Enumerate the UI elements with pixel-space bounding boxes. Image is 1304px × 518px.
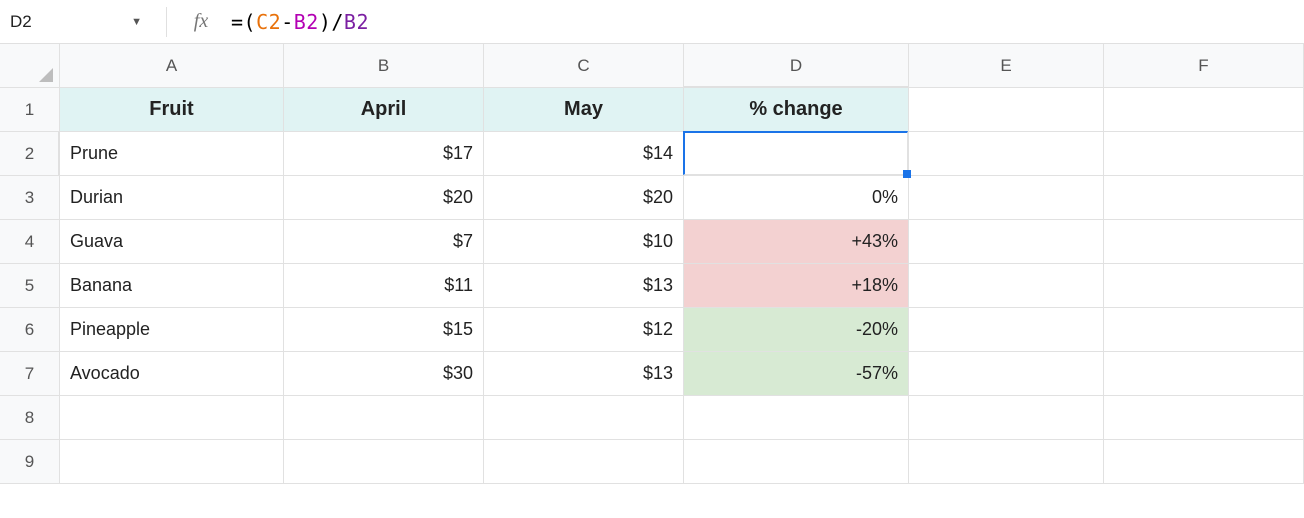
cell-F1[interactable] xyxy=(1104,88,1304,132)
col-header-F[interactable]: F xyxy=(1104,44,1304,88)
formula-token: = xyxy=(231,10,244,34)
cell-F6[interactable] xyxy=(1104,308,1304,352)
row-header[interactable]: 9 xyxy=(0,440,60,484)
dropdown-icon[interactable]: ▼ xyxy=(131,16,142,28)
cell-C2[interactable]: $14 xyxy=(484,132,684,176)
cell-C3[interactable]: $20 xyxy=(484,176,684,220)
cell-B6[interactable]: $15 xyxy=(284,308,484,352)
formula-token: ) xyxy=(319,10,332,34)
row-header[interactable]: 6 xyxy=(0,308,60,352)
col-header-A[interactable]: A xyxy=(60,44,284,88)
cell-E4[interactable] xyxy=(909,220,1104,264)
cell-E1[interactable] xyxy=(909,88,1104,132)
cell-A8[interactable] xyxy=(60,396,284,440)
cell-C5[interactable]: $13 xyxy=(484,264,684,308)
cell-A2[interactable]: Prune xyxy=(60,132,284,176)
formula-token: ( xyxy=(244,10,257,34)
cell-D2[interactable]: -18% xyxy=(684,132,909,176)
cell-E8[interactable] xyxy=(909,396,1104,440)
cell-E9[interactable] xyxy=(909,440,1104,484)
cell-D8[interactable] xyxy=(684,396,909,440)
row-header[interactable]: 2 xyxy=(0,132,60,176)
divider xyxy=(166,7,167,37)
cell-B9[interactable] xyxy=(284,440,484,484)
cell-A5[interactable]: Banana xyxy=(60,264,284,308)
cell-A7[interactable]: Avocado xyxy=(60,352,284,396)
cell-D9[interactable] xyxy=(684,440,909,484)
cell-C9[interactable] xyxy=(484,440,684,484)
formula-token: / xyxy=(331,10,344,34)
cell-A4[interactable]: Guava xyxy=(60,220,284,264)
cell-F5[interactable] xyxy=(1104,264,1304,308)
cell-A3[interactable]: Durian xyxy=(60,176,284,220)
header-april[interactable]: April xyxy=(284,88,484,132)
row-header[interactable]: 3 xyxy=(0,176,60,220)
row-header[interactable]: 7 xyxy=(0,352,60,396)
cell-D4[interactable]: +43% xyxy=(684,220,909,264)
cell-D6[interactable]: -20% xyxy=(684,308,909,352)
cell-B7[interactable]: $30 xyxy=(284,352,484,396)
cell-E6[interactable] xyxy=(909,308,1104,352)
cell-D3[interactable]: 0% xyxy=(684,176,909,220)
cell-E7[interactable] xyxy=(909,352,1104,396)
cell-F7[interactable] xyxy=(1104,352,1304,396)
col-header-E[interactable]: E xyxy=(909,44,1104,88)
cell-F3[interactable] xyxy=(1104,176,1304,220)
formula-token: C2 xyxy=(256,10,281,34)
cell-A9[interactable] xyxy=(60,440,284,484)
spreadsheet-grid[interactable]: A B C D E F 1 Fruit April May % change 2… xyxy=(0,44,1304,484)
cell-F2[interactable] xyxy=(1104,132,1304,176)
cell-A6[interactable]: Pineapple xyxy=(60,308,284,352)
cell-D5[interactable]: +18% xyxy=(684,264,909,308)
row-header[interactable]: 1 xyxy=(0,88,60,132)
cell-D7[interactable]: -57% xyxy=(684,352,909,396)
fx-icon[interactable]: fx xyxy=(181,10,221,33)
cell-F8[interactable] xyxy=(1104,396,1304,440)
row-header[interactable]: 5 xyxy=(0,264,60,308)
col-header-C[interactable]: C xyxy=(484,44,684,88)
formula-token: B2 xyxy=(294,10,319,34)
formula-bar: D2 ▼ fx = ( C2 - B2 ) / B2 xyxy=(0,0,1304,44)
col-header-B[interactable]: B xyxy=(284,44,484,88)
cell-F9[interactable] xyxy=(1104,440,1304,484)
formula-token: B2 xyxy=(344,10,369,34)
name-box[interactable]: D2 ▼ xyxy=(0,4,152,40)
cell-E5[interactable] xyxy=(909,264,1104,308)
formula-token: - xyxy=(281,10,294,34)
formula-input[interactable]: = ( C2 - B2 ) / B2 xyxy=(221,4,1298,40)
row-header[interactable]: 8 xyxy=(0,396,60,440)
cell-C8[interactable] xyxy=(484,396,684,440)
select-all-corner[interactable] xyxy=(0,44,60,88)
cell-B8[interactable] xyxy=(284,396,484,440)
header-may[interactable]: May xyxy=(484,88,684,132)
cell-B3[interactable]: $20 xyxy=(284,176,484,220)
col-header-D[interactable]: D xyxy=(684,44,909,88)
cell-F4[interactable] xyxy=(1104,220,1304,264)
name-box-value: D2 xyxy=(10,12,32,32)
cell-E2[interactable] xyxy=(909,132,1104,176)
cell-B4[interactable]: $7 xyxy=(284,220,484,264)
cell-C6[interactable]: $12 xyxy=(484,308,684,352)
cell-B2[interactable]: $17 xyxy=(284,132,484,176)
row-header[interactable]: 4 xyxy=(0,220,60,264)
cell-C7[interactable]: $13 xyxy=(484,352,684,396)
header-fruit[interactable]: Fruit xyxy=(60,88,284,132)
cell-E3[interactable] xyxy=(909,176,1104,220)
cell-C4[interactable]: $10 xyxy=(484,220,684,264)
cell-B5[interactable]: $11 xyxy=(284,264,484,308)
header-pctchange[interactable]: % change xyxy=(684,88,909,132)
